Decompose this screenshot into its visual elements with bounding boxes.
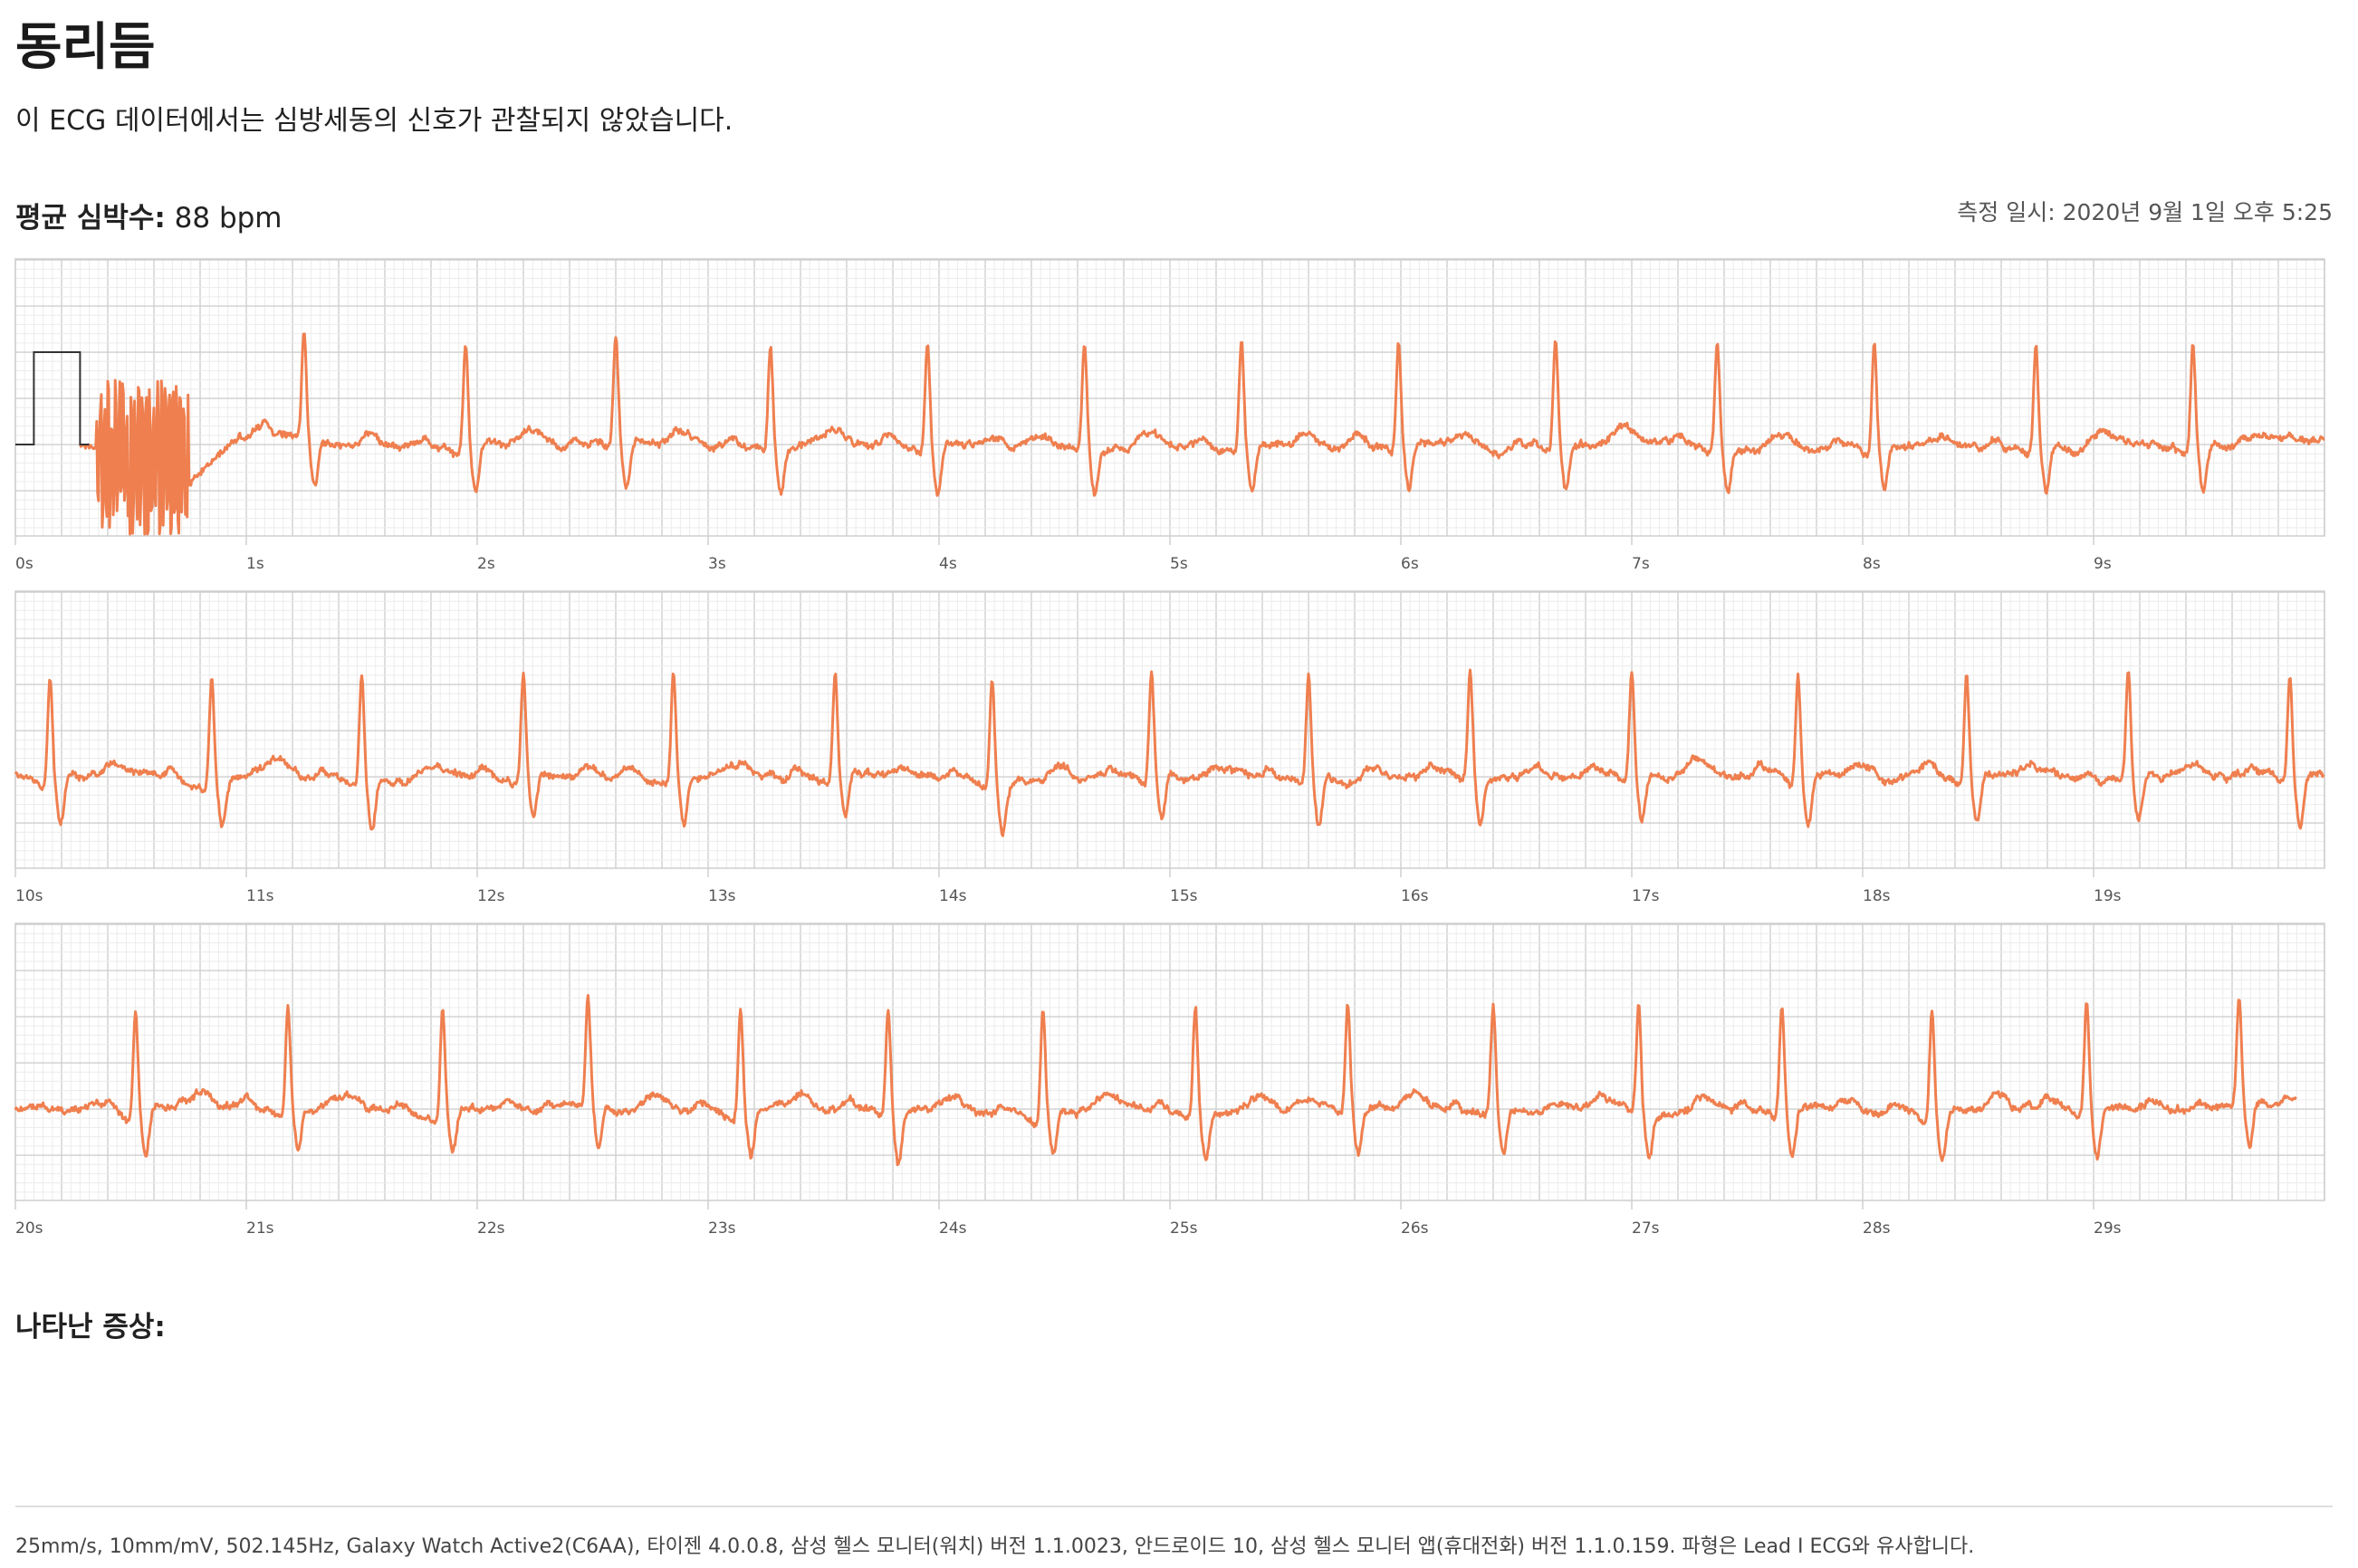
x-tick-label: 2s (477, 555, 495, 573)
x-tick-label: 10s (15, 887, 43, 905)
x-tick-label: 19s (2094, 887, 2122, 905)
average-heart-rate: 평균 심박수: 88 bpm (15, 195, 283, 235)
x-tick-label: 14s (939, 887, 967, 905)
x-tick-label: 23s (708, 1219, 736, 1238)
x-tick-label: 3s (708, 555, 726, 573)
x-tick-label: 11s (246, 887, 274, 905)
ecg-chart: 0s 1s 2s 3s 4s 5s 6s 7s 8s 9s 10s 11s 12s 13s 14s 15s 16… (14, 258, 2325, 1238)
device-info-footer: 25mm/s, 10mm/mV, 502.145Hz, Galaxy Watch… (15, 1535, 1975, 1558)
rhythm-description: 이 ECG 데이터에서는 심방세동의 신호가 관찰되지 않았습니다. (15, 105, 733, 137)
x-tick-label: 21s (246, 1219, 274, 1238)
x-tick-label: 18s (1863, 887, 1891, 905)
date-value: 2020년 9월 1일 오후 5:25 (2062, 199, 2333, 225)
heart-rate-label: 평균 심박수: (15, 202, 166, 234)
x-tick-label: 20s (15, 1219, 43, 1238)
x-tick-label: 9s (2094, 555, 2112, 573)
page-title: 동리듬 (15, 18, 156, 77)
x-tick-label: 13s (708, 887, 736, 905)
x-tick-label: 6s (1401, 555, 1419, 573)
ecg-trace (14, 668, 2325, 837)
x-tick-label: 28s (1863, 1219, 1891, 1238)
x-tick-label: 15s (1170, 887, 1198, 905)
date-label: 측정 일시: (1957, 199, 2056, 225)
x-tick-label: 12s (477, 887, 505, 905)
x-tick-label: 26s (1401, 1219, 1429, 1238)
calibration-pulse (15, 351, 90, 446)
x-tick-label: 8s (1863, 555, 1881, 573)
x-tick-label: 16s (1401, 887, 1429, 905)
ecg-trace (14, 994, 2297, 1167)
x-tick-label: 1s (246, 555, 264, 573)
x-tick-label: 4s (939, 555, 957, 573)
heart-rate-value: 88 bpm (174, 202, 283, 234)
ecg-trace (78, 332, 2325, 536)
x-tick-label: 25s (1170, 1219, 1198, 1238)
measurement-date: 측정 일시: 2020년 9월 1일 오후 5:25 (1957, 195, 2333, 227)
footer-divider (15, 1506, 2333, 1507)
x-tick-label: 24s (939, 1219, 967, 1238)
x-tick-label: 17s (1632, 887, 1660, 905)
x-tick-label: 7s (1632, 555, 1650, 573)
x-tick-label: 27s (1632, 1219, 1660, 1238)
x-tick-label: 29s (2094, 1219, 2122, 1238)
x-tick-label: 0s (15, 555, 34, 573)
symptoms-label: 나타난 증상: (15, 1311, 166, 1343)
x-tick-label: 5s (1170, 555, 1188, 573)
x-tick-label: 22s (477, 1219, 505, 1238)
